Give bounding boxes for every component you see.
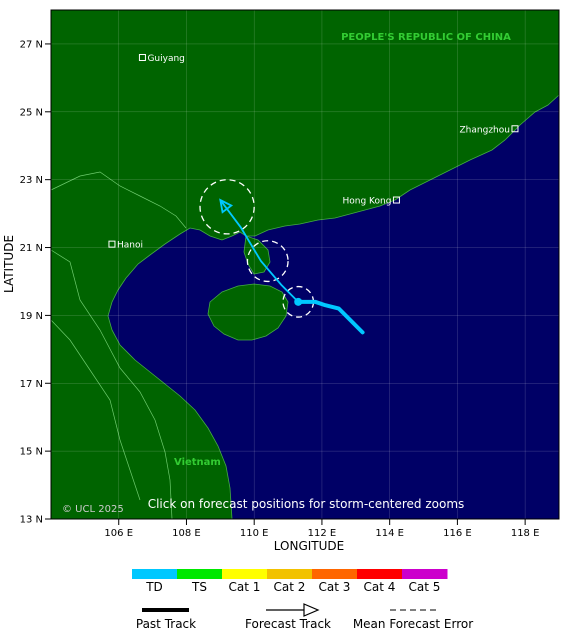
- lat-tick-label: 23 N: [20, 175, 43, 186]
- map-frame: [50, 9, 560, 520]
- forecast-track-line: [219, 199, 299, 303]
- scale-label: Cat 1: [229, 580, 261, 594]
- lon-tick-label: 114 E: [375, 528, 404, 539]
- lat-tick-label: 27 N: [20, 39, 43, 50]
- axis-ticks: 106 E 108 E 110 E 112 E 114 E 116 E 118 E 27 N 2…: [20, 39, 540, 539]
- hainan-island: [207, 283, 289, 341]
- lon-tick-label: 108 E: [172, 528, 201, 539]
- city-label: Hanoi: [117, 241, 143, 251]
- lat-tick-label: 25 N: [20, 107, 43, 118]
- lat-lon-grid: [51, 10, 559, 520]
- scale-label: Cat 4: [364, 580, 396, 594]
- scale-swatch: [132, 569, 178, 579]
- scale-swatch: [312, 569, 358, 579]
- china-vietnam-mainland: [50, 9, 560, 520]
- city-marker: [511, 125, 519, 133]
- lon-tick-label: 106 E: [104, 528, 133, 539]
- forecast-track-legend-label: Forecast Track: [245, 617, 331, 631]
- x-axis-title: LONGITUDE: [274, 539, 344, 553]
- track-legend: Past Track Forecast Track Mean Forecast …: [136, 603, 473, 631]
- intensity-color-scale: TD TS Cat 1 Cat 2 Cat 3 Cat 4 Cat 5: [132, 569, 448, 594]
- past-track-legend-label: Past Track: [136, 617, 196, 631]
- scale-label: TD: [145, 580, 163, 594]
- city-markers: Guiyang Zhangzhou Hong Kong Hanoi: [108, 54, 519, 251]
- scale-label: Cat 3: [319, 580, 351, 594]
- city-label: Zhangzhou: [460, 125, 510, 135]
- scale-swatch: [402, 569, 448, 579]
- lon-tick-label: 112 E: [308, 528, 337, 539]
- scale-swatch: [177, 569, 223, 579]
- forecast-arrowhead: [219, 198, 234, 214]
- forecast-error-circle[interactable]: [199, 179, 255, 235]
- city-marker: [138, 54, 146, 62]
- forecast-track-legend-arrowhead: [303, 603, 320, 617]
- scale-swatch: [222, 569, 268, 579]
- laos-inner-border: [50, 319, 141, 501]
- y-axis-title: LATITUDE: [2, 235, 16, 293]
- lat-tick-label: 15 N: [20, 447, 43, 458]
- lon-tick-label: 116 E: [443, 528, 472, 539]
- land-layer: [50, 9, 560, 520]
- lon-tick-label: 118 E: [511, 528, 540, 539]
- lat-tick-label: 21 N: [20, 243, 43, 254]
- current-position-dot[interactable]: [294, 297, 303, 306]
- past-track-line: [296, 299, 365, 335]
- border-lines: [50, 171, 187, 520]
- lat-tick-label: 13 N: [20, 515, 43, 526]
- city-label: Guiyang: [147, 54, 184, 64]
- error-legend-label: Mean Forecast Error: [353, 617, 473, 631]
- scale-label: TS: [191, 580, 207, 594]
- zoom-hint-label: Click on forecast positions for storm-ce…: [148, 497, 465, 511]
- forecast-error-circle[interactable]: [246, 240, 289, 283]
- city-marker: [392, 196, 400, 204]
- copyright-label: © UCL 2025: [62, 504, 124, 515]
- scale-swatch: [357, 569, 403, 579]
- scale-swatch: [267, 569, 313, 579]
- lat-tick-label: 19 N: [20, 311, 43, 322]
- lon-tick-label: 110 E: [240, 528, 269, 539]
- scale-label: Cat 2: [274, 580, 306, 594]
- storm-track-layer: [199, 179, 365, 335]
- scale-label: Cat 5: [409, 580, 441, 594]
- china-vietnam-border: [50, 171, 187, 229]
- vietnam-laos-border: [50, 249, 173, 520]
- city-label: Hong Kong: [343, 197, 392, 207]
- country-label: PEOPLE'S REPUBLIC OF CHINA: [341, 32, 511, 43]
- city-marker: [108, 240, 116, 248]
- lat-tick-label: 17 N: [20, 379, 43, 390]
- vietnam-label: Vietnam: [174, 457, 221, 468]
